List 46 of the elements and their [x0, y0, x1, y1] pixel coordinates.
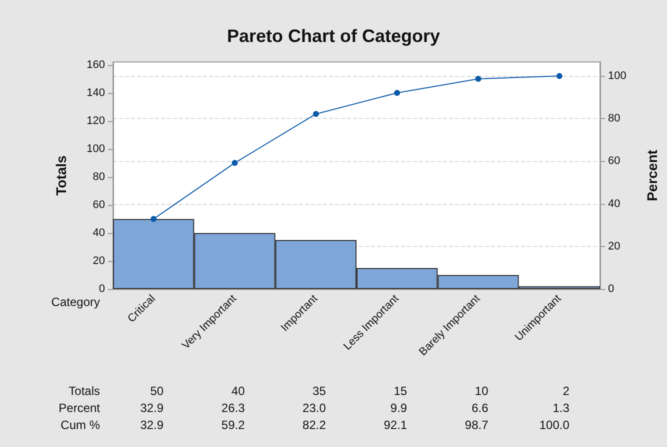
text: 2 [562, 384, 570, 398]
y-axis-title: Totals [53, 155, 69, 196]
text: Totals [68, 384, 100, 398]
y-tick-label: 60 [92, 198, 105, 211]
y2-axis-title: Percent [644, 149, 660, 202]
text: 1.3 [552, 401, 570, 415]
y2-tick-label: 100 [608, 70, 626, 82]
text: 32.9 [140, 418, 164, 432]
text: 50 [150, 384, 164, 398]
point [475, 76, 482, 82]
point [394, 90, 400, 96]
text: 26.3 [221, 401, 246, 415]
text: 82.2 [302, 418, 326, 432]
text: Cum % [60, 418, 100, 432]
y-tick-label: 0 [98, 283, 105, 295]
point [232, 160, 238, 166]
text: 100.0 [539, 418, 570, 432]
chart-title: Pareto Chart of Category [226, 26, 440, 46]
text: 15 [394, 384, 408, 398]
y-tick-label: 120 [86, 114, 105, 127]
point [556, 73, 562, 80]
y2-tick-label: 80 [608, 112, 620, 125]
text: 59.2 [221, 418, 246, 432]
y-tick-label: 160 [86, 58, 105, 71]
y2-tick-label: 40 [608, 198, 620, 210]
point [312, 110, 319, 117]
y-tick-label: 100 [86, 142, 105, 155]
text: 9.9 [390, 401, 408, 415]
text: Percent [58, 401, 101, 415]
text: 6.6 [472, 401, 489, 415]
text: 32.9 [140, 401, 164, 415]
text: 92.1 [384, 418, 408, 432]
y-tick-label: 140 [86, 86, 105, 99]
point [150, 216, 157, 222]
x-axis-title: Category [51, 295, 100, 309]
text: 40 [231, 384, 246, 398]
text: 10 [474, 384, 489, 398]
text: 23.0 [302, 401, 326, 415]
text: 35 [312, 384, 326, 398]
text: 98.7 [464, 418, 489, 432]
y2-tick-label: 60 [608, 155, 620, 168]
y2-tick-label: 0 [608, 283, 614, 295]
y-tick-label: 80 [92, 170, 105, 183]
y-tick-label: 40 [92, 226, 105, 239]
y2-tick-label: 20 [608, 240, 620, 252]
y-tick-label: 20 [92, 254, 105, 267]
